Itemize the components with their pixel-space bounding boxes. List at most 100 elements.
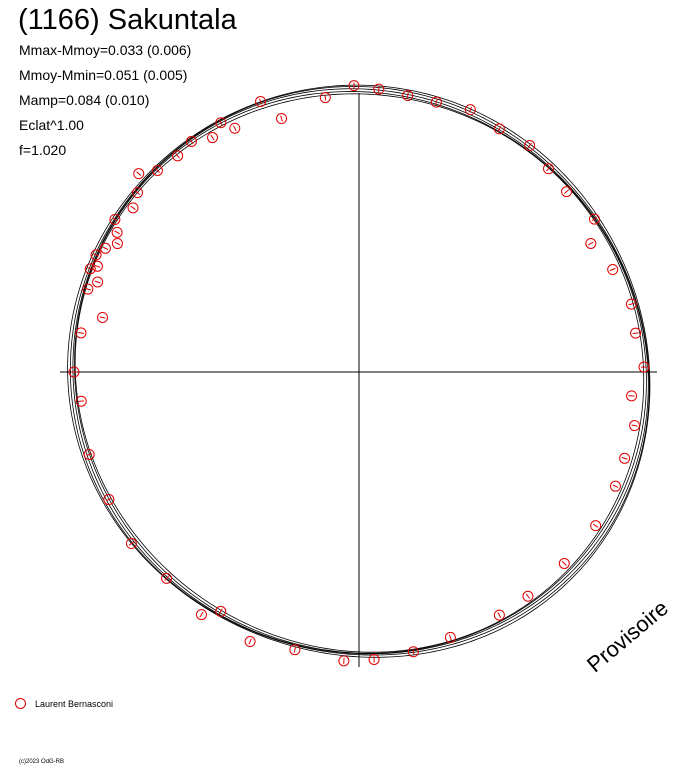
data-point [585, 238, 597, 249]
param-f: f=1.020 [19, 142, 67, 158]
data-point [373, 83, 385, 95]
data-point [90, 249, 102, 261]
data-point [215, 605, 227, 617]
data-point [407, 646, 419, 658]
data-point [368, 653, 380, 665]
error-bar [154, 167, 160, 173]
error-bar [210, 134, 215, 141]
data-point [151, 164, 163, 176]
error-bar [468, 106, 472, 113]
data-point [75, 395, 87, 407]
data-point [127, 202, 139, 214]
error-bar [114, 241, 121, 246]
error-bar [293, 646, 297, 653]
error-bar [94, 264, 101, 268]
error-bar [105, 497, 112, 502]
param-eclat: Eclat^1.00 [19, 117, 84, 133]
error-bar [248, 638, 252, 645]
data-point [338, 655, 350, 667]
error-bar [114, 230, 120, 235]
error-bar [77, 332, 85, 334]
error-bar [525, 593, 531, 599]
data-point [255, 96, 267, 108]
data-point [638, 361, 650, 373]
error-bar [164, 575, 169, 581]
error-bar [218, 119, 223, 126]
chart-title: (1166) Sakuntala [18, 4, 237, 36]
data-point [103, 493, 115, 505]
data-point [111, 238, 123, 250]
legend-marker-icon [15, 698, 26, 709]
error-bar [94, 280, 101, 284]
error-bar [497, 612, 502, 618]
error-bar [412, 648, 415, 655]
data-point [68, 366, 80, 378]
model-curve [72, 88, 649, 655]
error-bar [136, 171, 142, 177]
error-bar [546, 166, 551, 172]
data-point [91, 260, 103, 272]
data-point [402, 90, 414, 102]
error-bar [632, 332, 639, 335]
data-point [629, 420, 641, 432]
data-point [630, 327, 642, 339]
data-point [229, 122, 241, 134]
error-bar [612, 484, 619, 488]
data-point [215, 117, 227, 129]
error-bar [78, 400, 85, 403]
error-bar [497, 126, 502, 132]
data-point [524, 140, 536, 152]
data-point [609, 480, 621, 492]
param-mmax-mmoy: Mmax-Mmoy=0.033 (0.006) [19, 42, 192, 58]
param-mamp: Mamp=0.084 (0.010) [19, 92, 150, 108]
error-bar [84, 287, 91, 291]
error-bar [93, 253, 99, 257]
data-point [133, 168, 145, 180]
data-point [109, 213, 121, 225]
data-point [558, 557, 570, 569]
data-point [195, 609, 207, 621]
error-bar [448, 634, 452, 641]
error-bar [102, 246, 109, 251]
data-point [276, 113, 288, 125]
error-bar [259, 98, 263, 105]
data-point [111, 226, 123, 238]
data-point [590, 520, 602, 532]
error-bar [324, 94, 327, 101]
data-point [607, 264, 619, 276]
error-bar [112, 217, 118, 222]
data-point [522, 590, 534, 602]
error-bar [592, 523, 599, 528]
data-point [83, 448, 95, 460]
error-bar [563, 189, 570, 194]
data-point [319, 92, 331, 104]
data-point [132, 187, 144, 199]
error-bar [527, 142, 532, 149]
error-bar [435, 99, 438, 106]
error-bar [587, 241, 594, 246]
error-bar [631, 424, 638, 427]
data-point [626, 390, 638, 402]
error-bar [189, 138, 194, 145]
data-point [444, 631, 456, 643]
legend: Laurent Bernasconi [15, 698, 113, 709]
data-point [430, 96, 442, 108]
data-point [588, 213, 600, 225]
data-point [99, 242, 111, 254]
data-point [82, 283, 94, 295]
error-bar [628, 395, 635, 397]
data-point [493, 609, 505, 621]
data-point [625, 298, 637, 310]
data-point [543, 163, 555, 175]
error-bar [128, 541, 135, 546]
observation-points [68, 80, 650, 667]
data-point [493, 123, 505, 135]
error-bar [130, 205, 136, 210]
data-point [244, 636, 256, 648]
error-bar [609, 267, 616, 272]
data-point [207, 132, 218, 144]
error-bar [561, 561, 567, 566]
data-point [125, 538, 137, 550]
error-bar [406, 92, 409, 99]
